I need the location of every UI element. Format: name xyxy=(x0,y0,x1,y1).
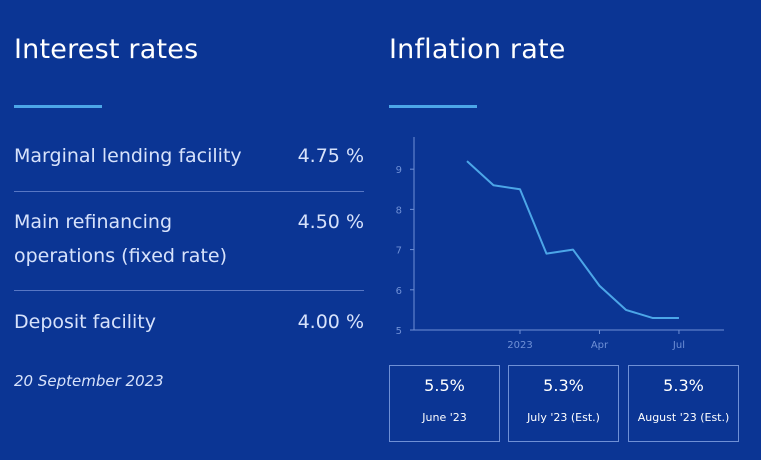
rate-value: 4.50 % xyxy=(297,211,364,233)
y-tick-label: 6 xyxy=(396,286,402,297)
card-label: August '23 (Est.) xyxy=(637,411,730,424)
rate-value: 4.75 % xyxy=(297,145,364,167)
x-tick-label: Apr xyxy=(591,340,609,351)
divider xyxy=(14,290,364,291)
rate-row-deposit-facility: Deposit facility 4.00 % xyxy=(14,305,364,339)
inflation-line-chart: 5 6 7 8 9 2023 Apr Jul xyxy=(396,137,724,351)
card-label: July '23 (Est.) xyxy=(527,411,600,424)
rate-label: Main refinancing operations (fixed rate) xyxy=(14,211,227,267)
divider xyxy=(14,191,364,192)
card-value: 5.3% xyxy=(543,376,584,395)
rate-value: 4.00 % xyxy=(297,311,364,333)
rate-row-main-refinancing: Main refinancing operations (fixed rate)… xyxy=(14,205,364,275)
inflation-series-line xyxy=(466,160,679,319)
card-label: June '23 xyxy=(422,411,467,424)
x-tick-label: 2023 xyxy=(507,340,532,351)
rates-date: 20 September 2023 xyxy=(14,372,164,390)
x-tick-label: Jul xyxy=(672,340,685,351)
y-tick-label: 7 xyxy=(396,246,402,257)
rate-label: Marginal lending facility xyxy=(14,145,242,167)
inflation-rate-title: Inflation rate xyxy=(389,34,566,65)
inflation-title-underline xyxy=(389,105,477,108)
interest-rates-title: Interest rates xyxy=(14,34,199,65)
inflation-card-august[interactable]: 5.3% August '23 (Est.) xyxy=(628,365,739,442)
card-value: 5.3% xyxy=(663,376,704,395)
interest-title-underline xyxy=(14,105,102,108)
rate-row-marginal-lending: Marginal lending facility 4.75 % xyxy=(14,139,364,173)
y-tick-label: 5 xyxy=(396,326,402,337)
y-tick-label: 8 xyxy=(396,205,402,216)
inflation-card-june[interactable]: 5.5% June '23 xyxy=(389,365,500,442)
inflation-card-july[interactable]: 5.3% July '23 (Est.) xyxy=(508,365,619,442)
y-tick-label: 9 xyxy=(396,165,402,176)
card-value: 5.5% xyxy=(424,376,465,395)
rate-label: Deposit facility xyxy=(14,311,156,333)
